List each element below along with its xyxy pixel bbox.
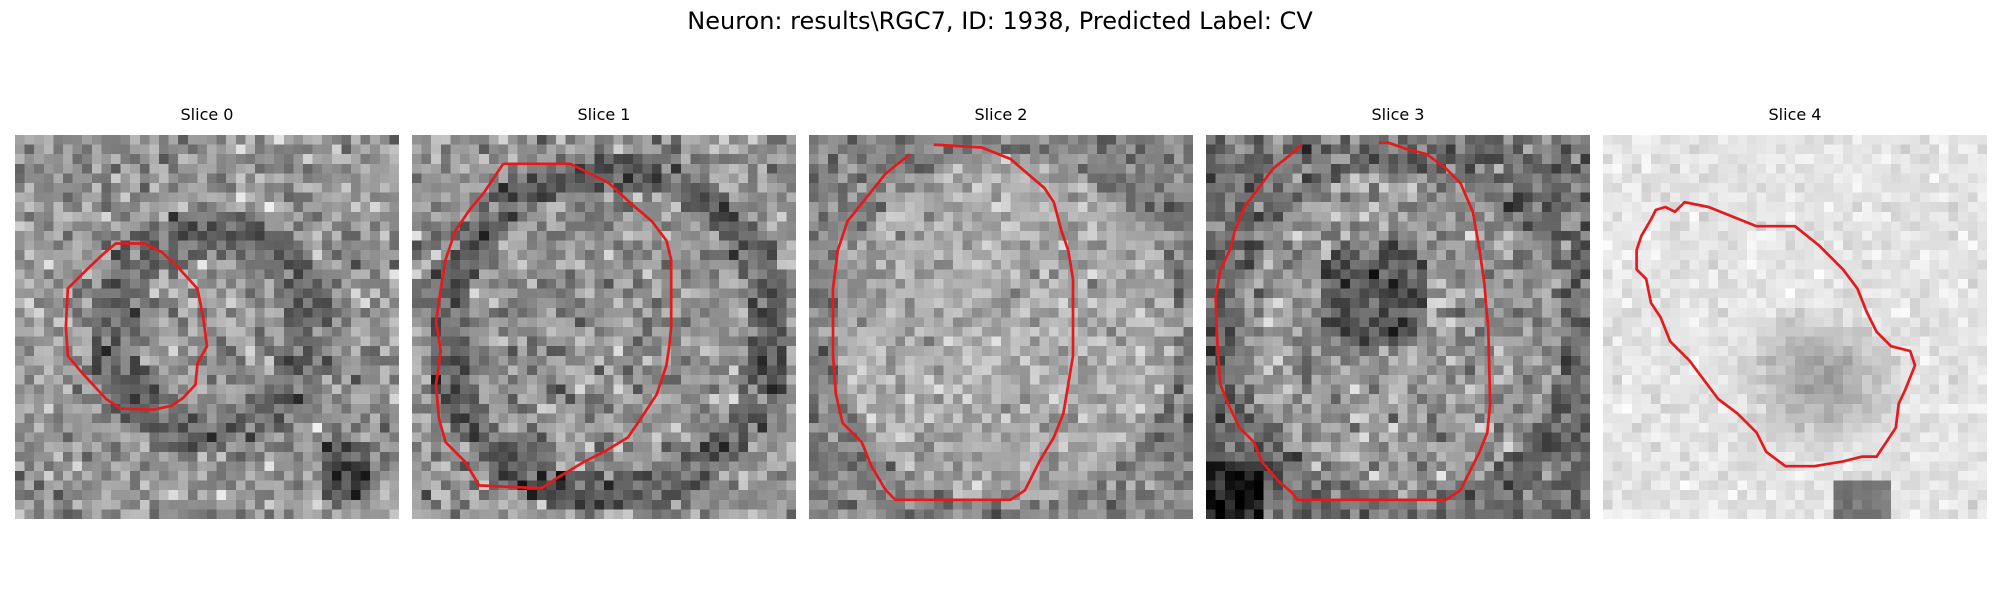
contour-2 [831,143,1075,502]
contour-1 [434,162,673,490]
slice-image-0 [15,135,399,519]
contour-0 [64,242,209,411]
slice-title-0: Slice 0 [180,105,234,124]
slice-title-3: Slice 3 [1371,105,1425,124]
contour-4 [1635,200,1917,468]
slice-image-1 [412,135,796,519]
slice-title-1: Slice 1 [577,105,631,124]
slice-title-4: Slice 4 [1768,105,1822,124]
slice-image-4 [1603,135,1987,519]
figure-title: Neuron: results\RGC7, ID: 1938, Predicte… [687,7,1313,35]
contour-3 [1214,141,1492,502]
slice-image-2 [809,135,1193,519]
slice-title-2: Slice 2 [974,105,1028,124]
slice-image-3 [1206,135,1590,519]
